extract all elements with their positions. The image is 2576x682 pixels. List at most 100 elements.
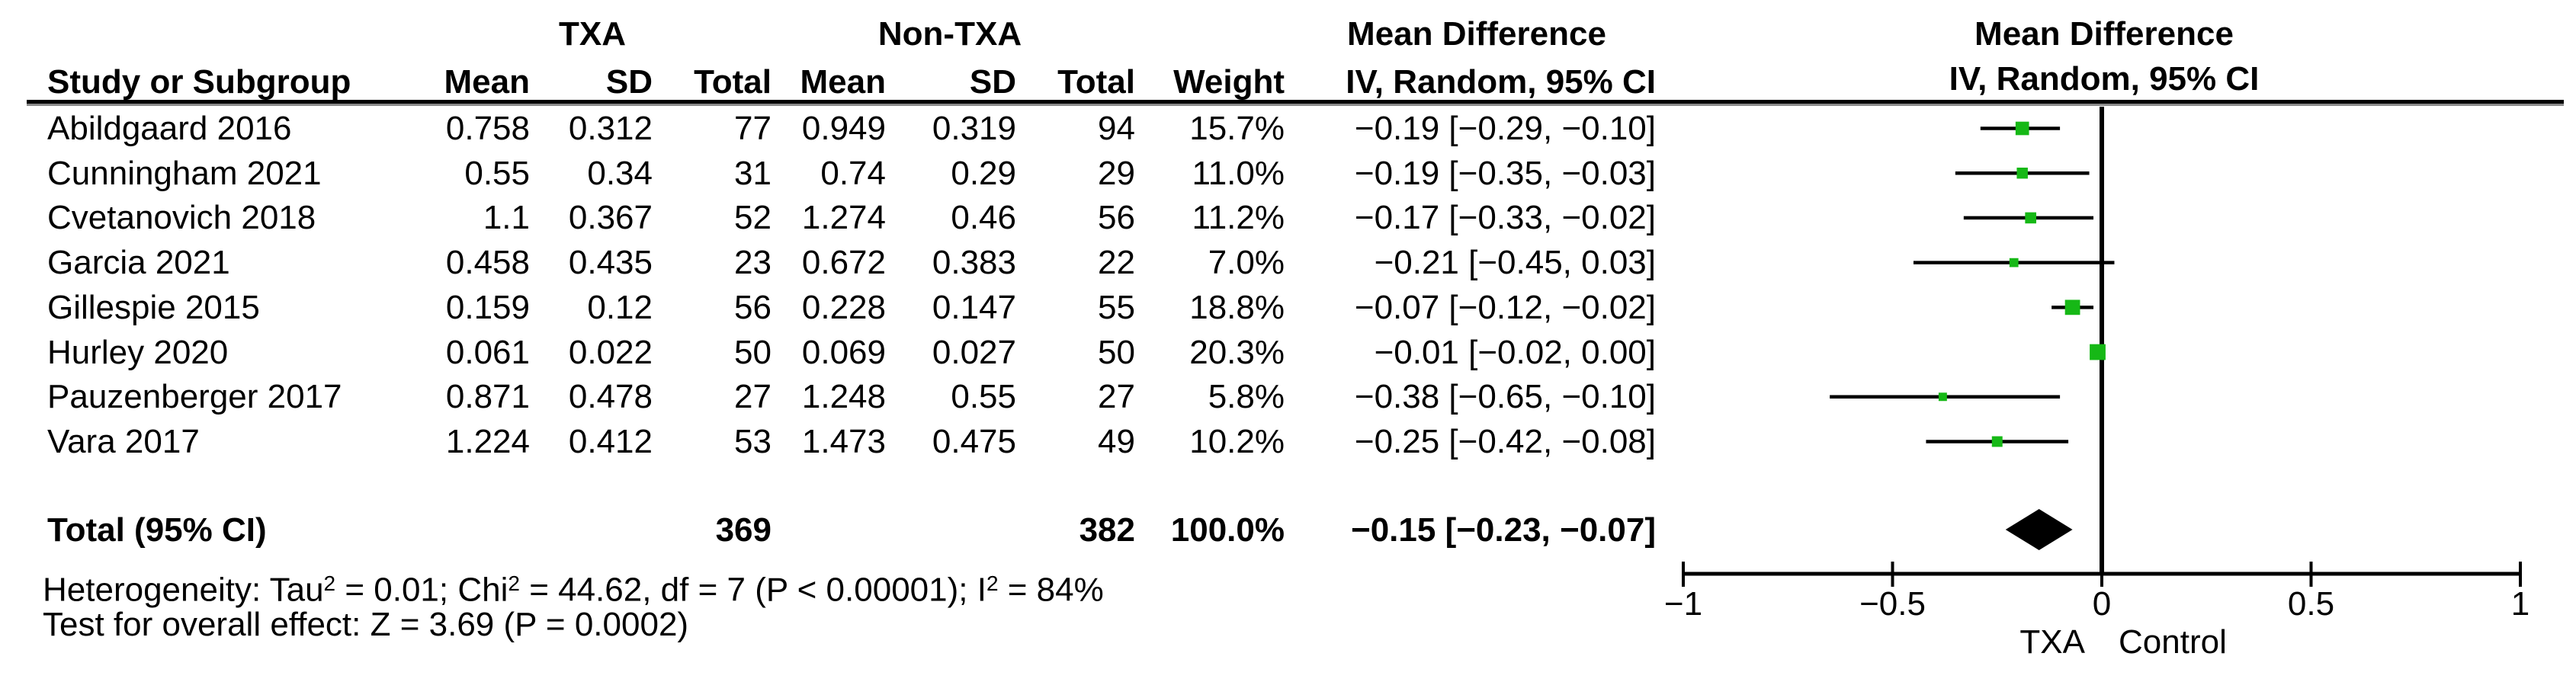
txa-sd: 0.12 <box>587 289 653 326</box>
weight: 20.3% <box>1189 334 1285 371</box>
total-row: Total (95% CI) 369 382 100.0% −0.15 [−0.… <box>0 507 2576 552</box>
effect-marker <box>2064 299 2080 315</box>
ci-value: −0.19 [−0.29, −0.10] <box>1354 110 1656 147</box>
het-sup: 2 <box>508 572 520 595</box>
mean-difference-plot-header: Mean Difference <box>1975 15 2234 53</box>
overall-effect-line: Test for overall effect: Z = 3.69 (P = 0… <box>43 606 689 643</box>
non-mean: 1.274 <box>801 199 886 236</box>
total-diamond <box>2005 509 2073 550</box>
txa-total: 50 <box>734 334 772 371</box>
axis-right-label: Control <box>2119 623 2227 661</box>
txa-total: 31 <box>734 155 772 192</box>
ci-value: −0.07 [−0.12, −0.02] <box>1354 289 1656 326</box>
effect-marker <box>2025 212 2036 224</box>
txa-mean: 0.55 <box>464 155 530 192</box>
col-ci-plot: IV, Random, 95% CI <box>1949 60 2260 98</box>
col-study: Study or Subgroup <box>47 63 351 101</box>
study-name: Garcia 2021 <box>47 244 230 281</box>
study-name: Pauzenberger 2017 <box>47 378 342 415</box>
het-text: = 84% <box>998 571 1104 609</box>
weight: 11.0% <box>1192 155 1285 192</box>
txa-group-header: TXA <box>559 15 626 53</box>
study-name: Abildgaard 2016 <box>47 110 292 147</box>
ci-value: −0.17 [−0.33, −0.02] <box>1354 199 1656 236</box>
non-mean: 0.069 <box>801 334 886 371</box>
study-row: Cunningham 2021 0.55 0.34 31 0.74 0.29 2… <box>0 151 2576 196</box>
axis-tick-label: −0.5 <box>1859 585 1926 623</box>
total-ci-value: −0.15 [−0.23, −0.07] <box>1351 511 1656 549</box>
study-name: Cunningham 2021 <box>47 155 322 192</box>
txa-total: 23 <box>734 244 772 281</box>
col-weight: Weight <box>1173 63 1285 101</box>
txa-total: 52 <box>734 199 772 236</box>
col-txa-sd: SD <box>605 63 653 101</box>
axis-tick-label: 0 <box>2093 585 2111 623</box>
txa-total: 77 <box>734 110 772 147</box>
txa-mean: 1.1 <box>483 199 530 236</box>
het-sup: 2 <box>986 572 999 595</box>
col-ci-text: IV, Random, 95% CI <box>1346 63 1656 101</box>
non-total: 22 <box>1098 244 1135 281</box>
ci-value: −0.21 [−0.45, 0.03] <box>1374 244 1656 281</box>
ci-value: −0.01 [−0.02, 0.00] <box>1374 334 1656 371</box>
study-row: Pauzenberger 2017 0.871 0.478 27 1.248 0… <box>0 374 2576 419</box>
axis-tick-label: 0.5 <box>2288 585 2334 623</box>
axis-left-label: TXA <box>2019 623 2085 661</box>
study-row: Abildgaard 2016 0.758 0.312 77 0.949 0.3… <box>0 106 2576 151</box>
study-name: Hurley 2020 <box>47 334 229 371</box>
weight: 11.2% <box>1192 199 1285 236</box>
non-mean: 1.473 <box>801 423 886 460</box>
ci-value: −0.38 [−0.65, −0.10] <box>1354 378 1656 415</box>
het-text: = 44.62, df = 7 (P < 0.00001); I <box>519 571 986 609</box>
ci-value: −0.25 [−0.42, −0.08] <box>1354 423 1656 460</box>
col-non-total: Total <box>1057 63 1135 101</box>
non-sd: 0.29 <box>951 155 1016 192</box>
non-mean: 0.228 <box>801 289 886 326</box>
effect-marker <box>1938 392 1947 402</box>
non-mean: 0.949 <box>801 110 886 147</box>
non-sd: 0.475 <box>932 423 1016 460</box>
non-txa-group-header: Non-TXA <box>877 15 1022 53</box>
het-text: = 0.01; Chi <box>335 571 508 609</box>
total-label: Total (95% CI) <box>47 511 267 549</box>
non-sd: 0.46 <box>951 199 1016 236</box>
effect-marker <box>2016 167 2028 179</box>
txa-mean: 0.159 <box>445 289 530 326</box>
non-mean: 1.248 <box>801 378 886 415</box>
non-sd: 0.55 <box>951 378 1016 415</box>
study-name: Cvetanovich 2018 <box>47 199 316 236</box>
study-name: Vara 2017 <box>47 423 200 460</box>
study-row: Gillespie 2015 0.159 0.12 56 0.228 0.147… <box>0 285 2576 330</box>
non-total: 27 <box>1098 378 1135 415</box>
study-row: Hurley 2020 0.061 0.022 50 0.069 0.027 5… <box>0 330 2576 375</box>
col-non-sd: SD <box>969 63 1016 101</box>
txa-mean: 0.758 <box>445 110 530 147</box>
txa-sd: 0.478 <box>568 378 653 415</box>
weight: 10.2% <box>1189 423 1285 460</box>
non-total: 94 <box>1098 110 1135 147</box>
txa-mean: 0.061 <box>445 334 530 371</box>
non-sd: 0.027 <box>932 334 1016 371</box>
col-txa-total: Total <box>694 63 772 101</box>
weight: 18.8% <box>1189 289 1285 326</box>
effect-marker <box>2090 344 2106 360</box>
study-row: Cvetanovich 2018 1.1 0.367 52 1.274 0.46… <box>0 195 2576 240</box>
study-row: Garcia 2021 0.458 0.435 23 0.672 0.383 2… <box>0 240 2576 285</box>
forest-plot: −1 −0.5 0 0.5 1 TXA Control <box>1664 107 2529 661</box>
txa-mean: 1.224 <box>445 423 530 460</box>
effect-marker <box>2015 121 2029 136</box>
column-header-row: Study or Subgroup Mean SD Total Mean SD … <box>0 59 2576 104</box>
txa-sd: 0.367 <box>568 199 653 236</box>
het-sup: 2 <box>323 572 336 595</box>
non-total: 50 <box>1098 334 1135 371</box>
header-rule <box>27 100 2564 106</box>
non-total: 55 <box>1098 289 1135 326</box>
weight: 15.7% <box>1189 110 1285 147</box>
txa-sd: 0.412 <box>568 423 653 460</box>
axis-tick-label: −1 <box>1664 585 1702 623</box>
weight: 7.0% <box>1208 244 1285 281</box>
txa-mean: 0.458 <box>445 244 530 281</box>
txa-sd: 0.34 <box>587 155 653 192</box>
non-sd: 0.319 <box>932 110 1016 147</box>
non-total: 49 <box>1098 423 1135 460</box>
